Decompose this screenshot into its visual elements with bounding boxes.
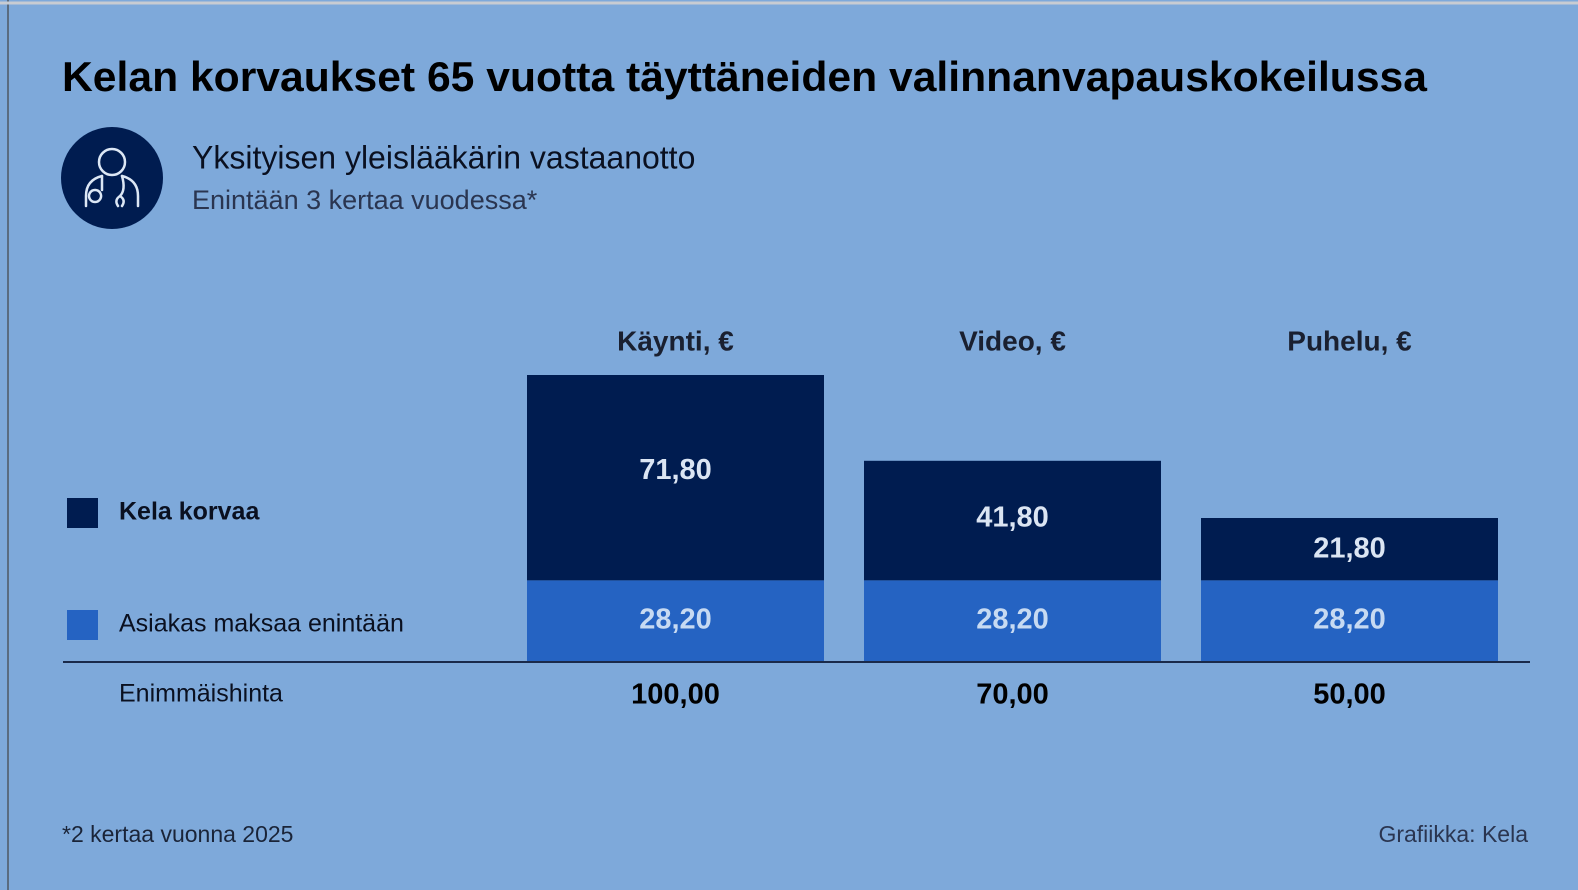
- category-label: Video, €: [959, 325, 1066, 356]
- legend-swatch: [67, 498, 98, 528]
- chart-title: Kelan korvaukset 65 vuotta täyttäneiden …: [62, 53, 1428, 100]
- source: Grafiikka: Kela: [1378, 821, 1528, 847]
- data-label: 28,20: [976, 603, 1049, 635]
- bar-segment: [527, 580, 824, 661]
- data-label: 28,20: [639, 603, 712, 635]
- icon: [61, 127, 163, 229]
- bar-segment: [864, 580, 1161, 661]
- bar-segment: [1201, 518, 1498, 581]
- legend-swatch: [67, 610, 98, 640]
- data-label: 21,80: [1313, 533, 1386, 565]
- legend-label: Kela korvaa: [119, 498, 260, 526]
- footnote: *2 kertaa vuonna 2025: [62, 821, 293, 847]
- total-value: 100,00: [631, 679, 720, 711]
- data-label: 71,80: [639, 454, 712, 486]
- totals-label: Enimmäishinta: [119, 680, 283, 708]
- bar-segment: [1201, 580, 1498, 661]
- subtitle: Yksityisen yleislääkärin vastaanotto: [192, 139, 695, 175]
- total-value: 70,00: [976, 679, 1049, 711]
- bar-segment: [527, 375, 824, 581]
- data-label: 28,20: [1313, 603, 1386, 635]
- legend-label: Asiakas maksaa enintään: [119, 610, 404, 638]
- bar-segment: [864, 460, 1161, 581]
- data-label: 41,80: [976, 501, 1049, 533]
- category-label: Käynti, €: [617, 325, 734, 356]
- subtitle-note: Enintään 3 kertaa vuodessa*: [192, 185, 538, 215]
- total-value: 50,00: [1313, 679, 1386, 711]
- category-label: Puhelu, €: [1287, 325, 1412, 356]
